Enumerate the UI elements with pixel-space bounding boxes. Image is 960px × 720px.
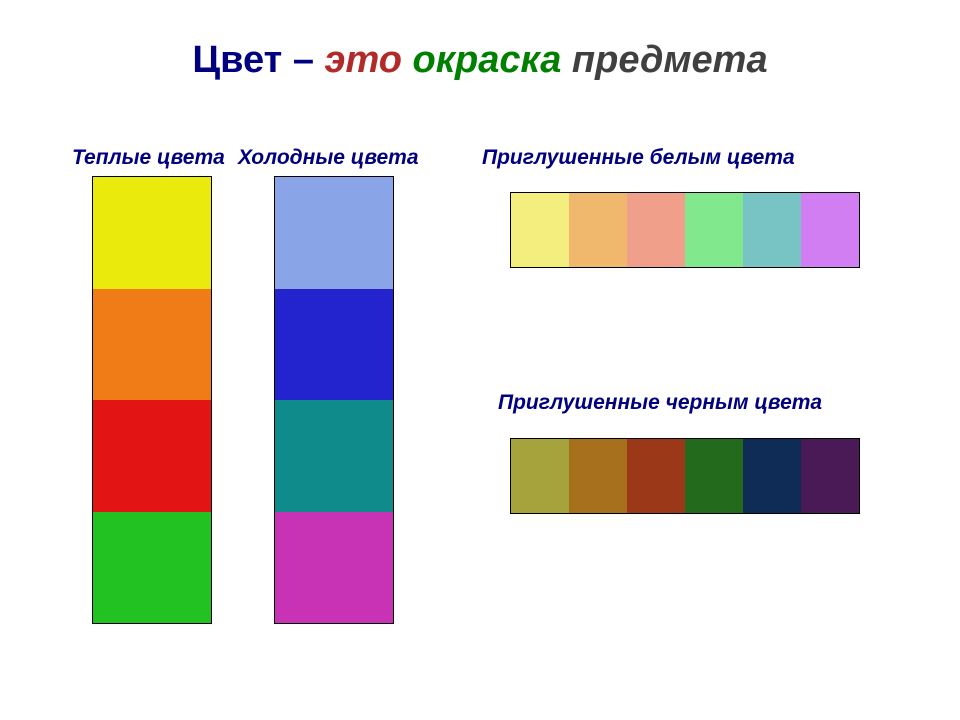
- muted-black-colors-label: Приглушенные черным цвета: [498, 391, 822, 415]
- muted-black-colors-palette: [510, 438, 860, 514]
- muted-black-swatch-2: [569, 439, 627, 513]
- muted-black-swatch-3: [627, 439, 685, 513]
- warm-swatch-2: [93, 289, 211, 401]
- muted-white-swatch-1: [511, 193, 569, 267]
- muted-black-swatch-5: [743, 439, 801, 513]
- page: Цвет – это окраска предмета Теплые цвета…: [0, 0, 960, 720]
- title-word-1: Цвет: [192, 39, 282, 81]
- muted-black-swatch-4: [685, 439, 743, 513]
- muted-white-swatch-6: [801, 193, 859, 267]
- cold-swatch-1: [275, 177, 393, 289]
- cold-swatch-2: [275, 289, 393, 401]
- page-title: Цвет – это окраска предмета: [0, 40, 960, 82]
- cold-colors-label: Холодные цвета: [238, 146, 419, 170]
- muted-white-swatch-3: [627, 193, 685, 267]
- warm-swatch-3: [93, 400, 211, 512]
- cold-swatch-3: [275, 400, 393, 512]
- muted-white-swatch-5: [743, 193, 801, 267]
- title-word-4: предмета: [572, 39, 768, 81]
- muted-black-swatch-6: [801, 439, 859, 513]
- warm-swatch-1: [93, 177, 211, 289]
- warm-colors-palette: [92, 176, 212, 624]
- title-dash: –: [293, 39, 314, 81]
- cold-colors-palette: [274, 176, 394, 624]
- warm-colors-label: Теплые цвета: [72, 146, 225, 170]
- muted-white-colors-palette: [510, 192, 860, 268]
- muted-black-swatch-1: [511, 439, 569, 513]
- title-word-3: окраска: [413, 39, 562, 81]
- cold-swatch-4: [275, 512, 393, 624]
- muted-white-swatch-2: [569, 193, 627, 267]
- warm-swatch-4: [93, 512, 211, 624]
- title-word-2: это: [325, 39, 402, 81]
- muted-white-colors-label: Приглушенные белым цвета: [482, 146, 795, 170]
- muted-white-swatch-4: [685, 193, 743, 267]
